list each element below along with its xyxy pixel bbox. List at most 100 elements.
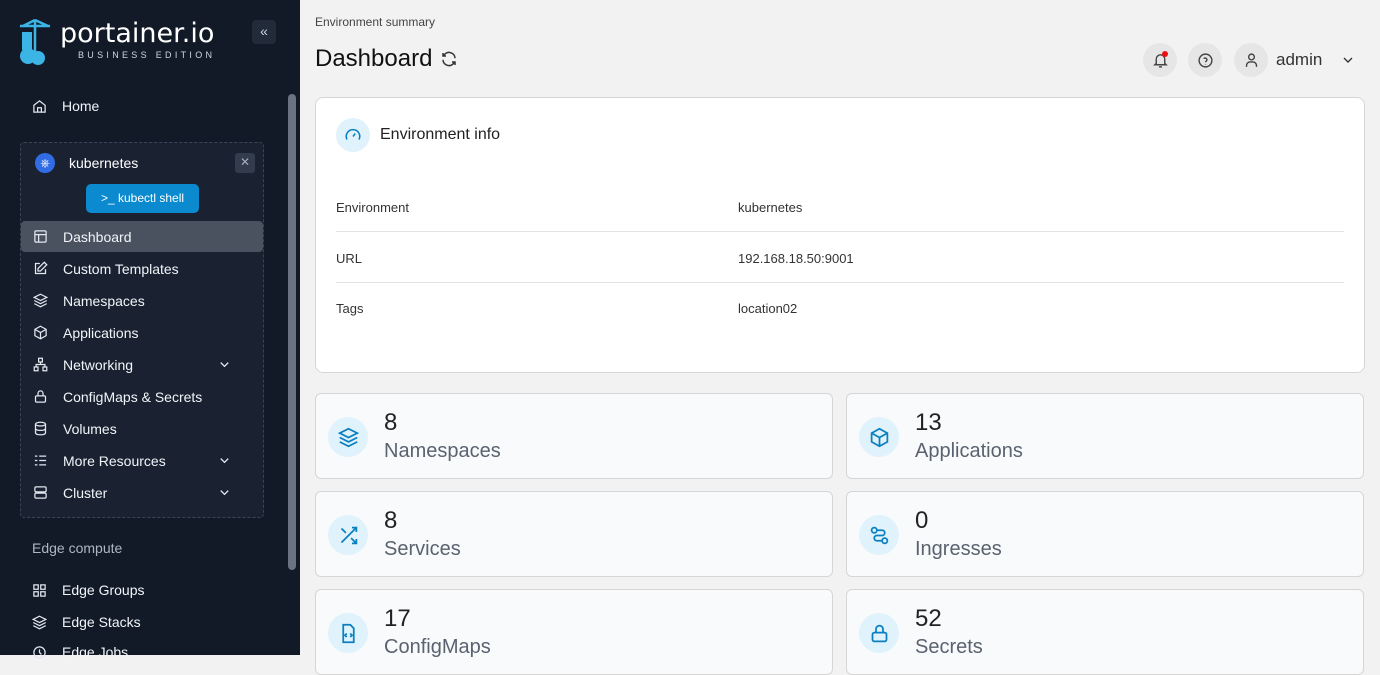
info-value: 192.168.18.50:9001: [738, 251, 854, 266]
server-icon: [34, 486, 47, 499]
sidebar-item-label: Cluster: [63, 484, 108, 501]
sidebar-item-edge-jobs[interactable]: Edge Jobs: [32, 642, 128, 662]
sidebar-item-label: Networking: [63, 356, 134, 373]
database-icon: [34, 421, 47, 436]
layers-icon: [33, 293, 48, 308]
sidebar-item-label: ConfigMaps & Secrets: [63, 388, 203, 405]
stat-namespaces[interactable]: 8 Namespaces: [315, 393, 833, 479]
environment-info-card: Environment info Environment kubernetes U…: [315, 97, 1365, 373]
chevron-down-icon: [220, 458, 229, 464]
sidebar-item-networking[interactable]: Networking: [21, 349, 263, 380]
brand-edition: BUSINESS EDITION: [78, 50, 216, 60]
stat-value: 8: [384, 507, 398, 534]
sidebar-item-namespaces[interactable]: Namespaces: [21, 285, 263, 316]
sidebar-item-label: Edge Groups: [62, 582, 145, 598]
network-icon: [33, 357, 48, 372]
info-key: Tags: [336, 301, 364, 316]
stat-label: Applications: [915, 440, 1023, 462]
refresh-icon[interactable]: [440, 50, 458, 68]
terminal-icon: >_: [100, 191, 118, 205]
layers-icon: [328, 417, 368, 457]
sidebar-item-label: Applications: [63, 324, 139, 341]
sidebar-item-volumes[interactable]: Volumes: [21, 413, 263, 444]
lock-icon: [859, 613, 899, 653]
close-environment-button[interactable]: ✕: [235, 153, 255, 173]
username[interactable]: admin: [1276, 50, 1323, 69]
info-key: URL: [336, 251, 363, 266]
page-title: Dashboard: [315, 45, 433, 72]
stat-value: 13: [915, 409, 942, 436]
help-button[interactable]: [1188, 43, 1222, 77]
gauge-icon: [336, 118, 370, 152]
sidebar-item-custom-templates[interactable]: Custom Templates: [21, 253, 263, 284]
chevron-down-icon: [220, 362, 229, 368]
shell-label: kubectl shell: [117, 191, 185, 205]
sidebar-item-dashboard[interactable]: Dashboard: [21, 221, 263, 252]
stat-value: 52: [915, 605, 942, 632]
list-icon: [34, 455, 47, 466]
stat-label: ConfigMaps: [384, 636, 491, 658]
route-icon: [859, 515, 899, 555]
chevron-down-icon: [220, 490, 229, 496]
layout-icon: [34, 230, 47, 243]
stat-label: Ingresses: [915, 538, 1002, 560]
stat-label: Namespaces: [384, 440, 501, 462]
sidebar-item-home[interactable]: Home: [32, 96, 99, 116]
info-row-tags: Tags location02: [336, 283, 1344, 333]
sidebar-item-label: Dashboard: [63, 228, 132, 245]
edge-compute-heading: Edge compute: [32, 540, 123, 556]
box-icon: [34, 325, 47, 340]
info-value: location02: [738, 301, 798, 316]
sidebar-item-applications[interactable]: Applications: [21, 317, 263, 348]
stat-value: 0: [915, 507, 929, 534]
stat-value: 17: [384, 605, 411, 632]
help-icon: [1197, 52, 1213, 68]
sidebar-item-label: Edge Stacks: [62, 614, 141, 630]
user-icon: [1245, 52, 1257, 67]
sidebar-item-label: Home: [62, 98, 100, 114]
user-menu-button[interactable]: [1234, 43, 1268, 77]
notifications-button[interactable]: [1143, 43, 1177, 77]
clock-icon: [33, 645, 46, 659]
sidebar-item-cluster[interactable]: Cluster: [21, 477, 263, 508]
sidebar-item-label: Edge Jobs: [62, 644, 129, 660]
crane-logo-icon: [20, 18, 50, 65]
edit-icon: [34, 261, 48, 275]
stat-value: 8: [384, 409, 398, 436]
sidebar: portainer.io BUSINESS EDITION « Home ⎈ kub…: [0, 0, 300, 660]
brand-name: portainer.io: [60, 18, 215, 49]
collapse-sidebar-button[interactable]: «: [252, 20, 276, 44]
sidebar-item-more-resources[interactable]: More Resources: [21, 445, 263, 476]
breadcrumb[interactable]: Environment summary: [315, 15, 436, 29]
sidebar-item-edge-stacks[interactable]: Edge Stacks: [32, 612, 141, 632]
grid-icon: [33, 583, 46, 597]
sidebar-item-configmaps-secrets[interactable]: ConfigMaps & Secrets: [21, 381, 263, 412]
stat-label: Services: [384, 538, 461, 560]
sidebar-item-label: Custom Templates: [63, 260, 179, 277]
layers-icon: [32, 615, 47, 629]
kubernetes-icon: ⎈: [35, 153, 55, 173]
stat-services[interactable]: 8 Services: [315, 491, 833, 577]
notification-dot: [1162, 51, 1168, 57]
environment-panel: ⎈ kubernetes ✕ >_ kubectl shell Dashboard…: [20, 142, 264, 518]
stat-secrets[interactable]: 52 Secrets: [846, 589, 1364, 675]
main-content: Environment summary Dashboard admin Envi…: [300, 0, 1380, 675]
info-row-environment: Environment kubernetes: [336, 182, 1344, 232]
stat-label: Secrets: [915, 636, 983, 658]
sidebar-item-edge-groups[interactable]: Edge Groups: [32, 580, 145, 600]
stat-configmaps[interactable]: 17 ConfigMaps: [315, 589, 833, 675]
file-code-icon: [328, 613, 368, 653]
sidebar-item-label: More Resources: [63, 452, 166, 469]
sidebar-item-label: Namespaces: [63, 292, 145, 309]
info-row-url: URL 192.168.18.50:9001: [336, 233, 1344, 283]
info-value: kubernetes: [738, 200, 803, 215]
stat-applications[interactable]: 13 Applications: [846, 393, 1364, 479]
sidebar-item-label: Volumes: [63, 420, 117, 437]
kubectl-shell-button[interactable]: >_ kubectl shell: [86, 184, 199, 213]
environment-name: kubernetes: [69, 155, 139, 171]
chevron-down-icon[interactable]: [1340, 52, 1356, 68]
card-title: Environment info: [380, 126, 501, 143]
sidebar-scrollbar[interactable]: [288, 94, 296, 570]
portainer-logo[interactable]: portainer.io BUSINESS EDITION: [18, 18, 215, 66]
stat-ingresses[interactable]: 0 Ingresses: [846, 491, 1364, 577]
